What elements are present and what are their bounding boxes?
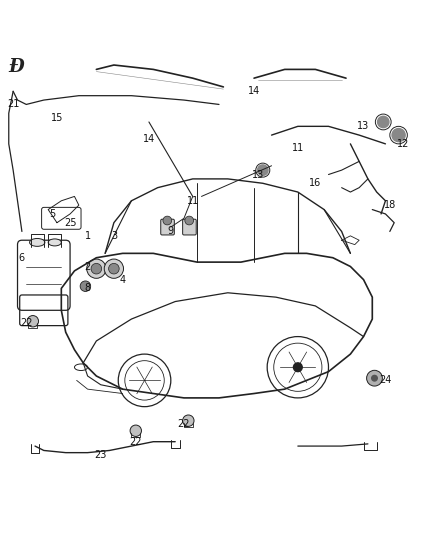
Text: 12: 12 (397, 139, 409, 149)
Circle shape (130, 425, 141, 437)
Text: 4: 4 (120, 274, 126, 285)
Text: 22: 22 (20, 318, 32, 328)
Text: Đ: Đ (9, 59, 25, 76)
Text: 15: 15 (51, 112, 63, 123)
Circle shape (258, 165, 268, 175)
Ellipse shape (48, 239, 61, 246)
Text: 3: 3 (111, 231, 117, 241)
Text: 13: 13 (252, 169, 265, 180)
Text: 2: 2 (85, 262, 91, 271)
Circle shape (392, 128, 405, 142)
Circle shape (367, 370, 382, 386)
Circle shape (80, 281, 91, 292)
Circle shape (27, 316, 39, 327)
FancyBboxPatch shape (183, 219, 196, 235)
Text: 5: 5 (49, 209, 56, 219)
Text: 14: 14 (248, 86, 260, 96)
FancyBboxPatch shape (161, 219, 174, 235)
Text: 11: 11 (187, 196, 199, 206)
Text: 18: 18 (384, 200, 396, 210)
Circle shape (91, 263, 102, 274)
Text: 14: 14 (143, 134, 155, 144)
Circle shape (371, 375, 378, 382)
Text: 8: 8 (85, 284, 91, 293)
Text: 24: 24 (379, 375, 392, 385)
Text: 22: 22 (178, 419, 190, 429)
Text: 13: 13 (357, 122, 370, 131)
Circle shape (378, 116, 389, 128)
Circle shape (163, 216, 172, 225)
Text: 1: 1 (85, 231, 91, 241)
Text: 21: 21 (7, 100, 19, 109)
Text: 11: 11 (292, 143, 304, 154)
Circle shape (185, 216, 194, 225)
Text: 23: 23 (95, 450, 107, 460)
Circle shape (109, 263, 119, 274)
Circle shape (87, 259, 106, 278)
Text: 16: 16 (309, 178, 321, 188)
Circle shape (104, 259, 124, 278)
Text: 9: 9 (168, 227, 174, 237)
Text: 6: 6 (19, 253, 25, 263)
Text: 22: 22 (130, 437, 142, 447)
Ellipse shape (30, 238, 45, 246)
Text: 25: 25 (64, 217, 76, 228)
Circle shape (293, 363, 302, 372)
Circle shape (183, 415, 194, 426)
